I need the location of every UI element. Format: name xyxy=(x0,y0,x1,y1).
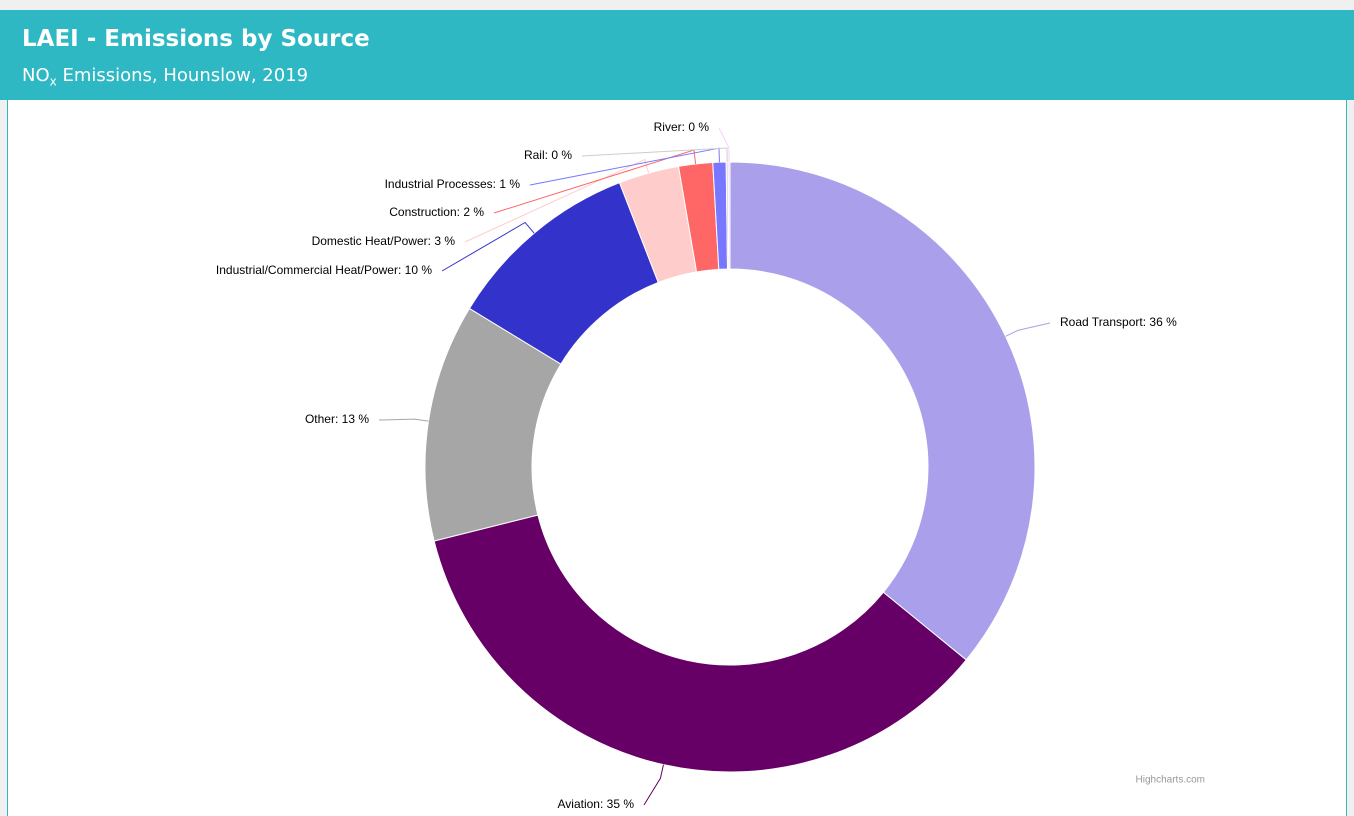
data-label: Other: 13 % xyxy=(305,412,369,426)
label-category: Domestic Heat/Power xyxy=(312,234,428,248)
data-label: Rail: 0 % xyxy=(524,148,572,162)
subtitle-sub: x xyxy=(49,74,57,89)
label-category: Construction xyxy=(389,205,456,219)
subtitle: NOx Emissions, Hounslow, 2019 xyxy=(22,65,308,89)
label-separator: : xyxy=(457,205,464,219)
label-category: Other xyxy=(305,412,335,426)
header: LAEI - Emissions by Source NOx Emissions… xyxy=(0,10,1354,100)
connector xyxy=(718,127,730,163)
label-separator: : xyxy=(600,797,607,811)
data-label: Domestic Heat/Power: 3 % xyxy=(312,234,456,248)
data-label: Industrial Processes: 1 % xyxy=(385,177,521,191)
label-separator: : xyxy=(398,263,405,277)
donut-slice xyxy=(729,161,1036,661)
label-value: 3 % xyxy=(434,234,455,248)
label-separator: : xyxy=(335,412,342,426)
title: LAEI - Emissions by Source xyxy=(22,26,370,52)
data-label: River: 0 % xyxy=(654,120,710,134)
label-category: Road Transport xyxy=(1060,315,1143,329)
data-label: Road Transport: 36 % xyxy=(1060,315,1177,329)
connector xyxy=(581,147,728,163)
credits: Highcharts.com xyxy=(1136,775,1205,786)
label-category: Rail xyxy=(524,148,545,162)
data-label: Construction: 2 % xyxy=(389,205,484,219)
connector xyxy=(643,764,664,806)
subtitle-rest: Emissions, Hounslow, 2019 xyxy=(56,65,309,86)
label-separator: : xyxy=(1143,315,1150,329)
label-separator: : xyxy=(545,148,552,162)
data-label: Industrial/Commercial Heat/Power: 10 % xyxy=(216,263,432,277)
label-separator: : xyxy=(493,177,500,191)
donut-slice xyxy=(433,514,967,773)
label-separator: : xyxy=(428,234,435,248)
label-value: 0 % xyxy=(551,148,572,162)
donut-slice xyxy=(727,161,731,270)
label-value: 13 % xyxy=(342,412,370,426)
label-category: Aviation xyxy=(557,797,599,811)
connector xyxy=(378,418,429,422)
connector xyxy=(1005,322,1051,337)
label-category: Industrial Processes xyxy=(385,177,493,191)
label-separator: : xyxy=(682,120,689,134)
data-label: Aviation: 35 % xyxy=(557,797,634,811)
label-category: River xyxy=(654,120,682,134)
label-value: 1 % xyxy=(499,177,520,191)
label-value: 10 % xyxy=(405,263,433,277)
connector xyxy=(441,221,535,272)
label-category: Industrial/Commercial Heat/Power xyxy=(216,263,398,277)
connector xyxy=(464,158,650,243)
label-value: 35 % xyxy=(607,797,635,811)
subtitle-main: NO xyxy=(22,65,50,86)
label-value: 2 % xyxy=(463,205,484,219)
label-value: 0 % xyxy=(688,120,709,134)
label-value: 36 % xyxy=(1149,315,1177,329)
